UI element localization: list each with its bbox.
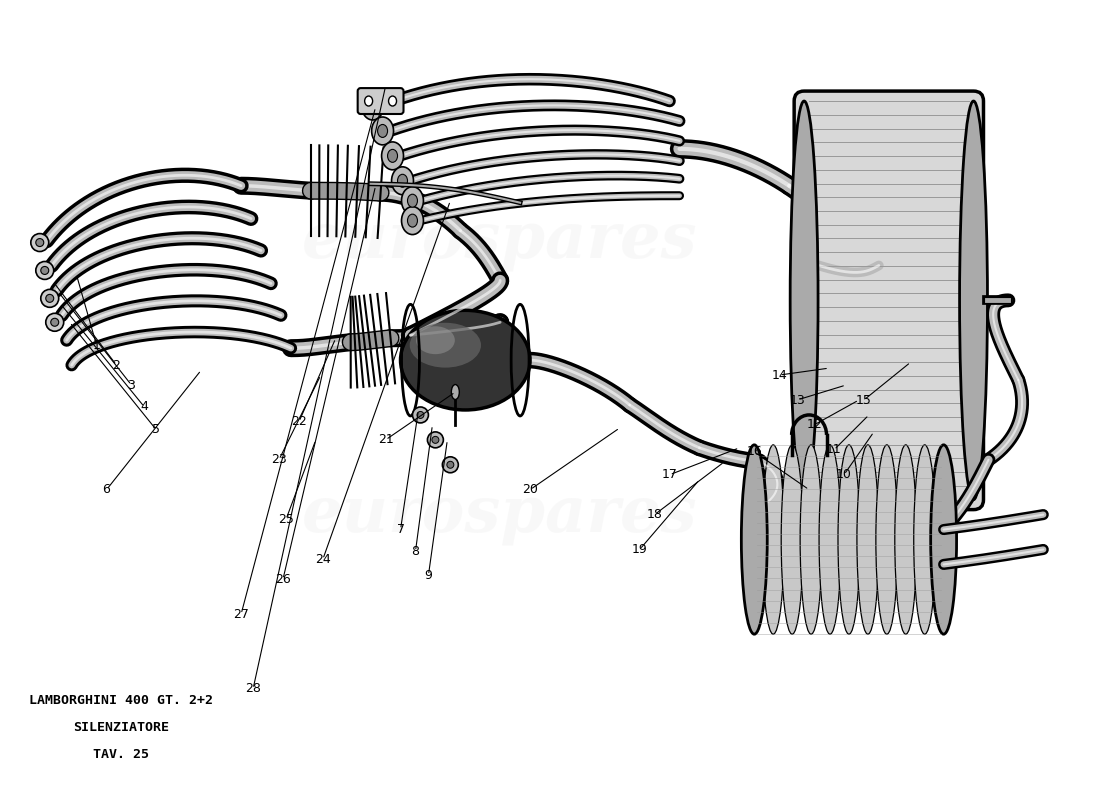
Text: 22: 22 <box>292 415 307 429</box>
Ellipse shape <box>367 99 377 113</box>
Ellipse shape <box>388 96 396 106</box>
Text: 8: 8 <box>411 545 419 558</box>
Text: 12: 12 <box>806 418 822 431</box>
Ellipse shape <box>416 326 454 354</box>
Text: 5: 5 <box>153 423 161 436</box>
Ellipse shape <box>894 445 916 634</box>
Text: 26: 26 <box>275 573 290 586</box>
Ellipse shape <box>857 445 879 634</box>
Ellipse shape <box>36 238 44 246</box>
Ellipse shape <box>447 462 454 468</box>
Text: 25: 25 <box>278 513 294 526</box>
Ellipse shape <box>412 407 428 423</box>
Ellipse shape <box>31 234 48 251</box>
Ellipse shape <box>362 92 384 120</box>
Text: 1: 1 <box>92 338 100 352</box>
Text: 2: 2 <box>112 358 120 372</box>
Ellipse shape <box>933 445 955 634</box>
Ellipse shape <box>781 445 803 634</box>
FancyBboxPatch shape <box>794 91 983 510</box>
Ellipse shape <box>428 432 443 448</box>
Ellipse shape <box>51 318 58 326</box>
Ellipse shape <box>800 445 822 634</box>
Text: 27: 27 <box>233 608 249 621</box>
Ellipse shape <box>46 294 54 302</box>
Text: eurospares: eurospares <box>302 484 698 546</box>
Text: 21: 21 <box>377 434 394 446</box>
Ellipse shape <box>402 206 424 234</box>
Ellipse shape <box>36 262 54 279</box>
Text: 16: 16 <box>747 446 762 458</box>
Ellipse shape <box>790 101 818 500</box>
Ellipse shape <box>959 101 988 500</box>
Ellipse shape <box>407 194 418 207</box>
Ellipse shape <box>400 310 530 410</box>
Ellipse shape <box>451 385 460 399</box>
Ellipse shape <box>377 125 387 138</box>
Ellipse shape <box>820 445 842 634</box>
Ellipse shape <box>409 322 481 368</box>
Ellipse shape <box>387 150 397 162</box>
Ellipse shape <box>744 445 766 634</box>
Text: 15: 15 <box>856 394 872 406</box>
Text: 11: 11 <box>826 443 842 456</box>
Text: 23: 23 <box>271 454 287 466</box>
Ellipse shape <box>838 445 860 634</box>
Ellipse shape <box>372 117 394 145</box>
Ellipse shape <box>402 186 424 214</box>
Ellipse shape <box>876 445 898 634</box>
Text: 9: 9 <box>425 569 432 582</box>
Ellipse shape <box>407 214 418 227</box>
Ellipse shape <box>432 436 439 443</box>
Text: SILENZIATORE: SILENZIATORE <box>74 721 169 734</box>
Text: eurospares: eurospares <box>302 210 698 271</box>
Text: TAV. 25: TAV. 25 <box>94 748 150 761</box>
Text: 13: 13 <box>790 394 805 406</box>
Ellipse shape <box>741 445 767 634</box>
Text: 4: 4 <box>141 401 149 414</box>
Text: 10: 10 <box>836 468 851 482</box>
Text: 14: 14 <box>771 369 788 382</box>
Text: 18: 18 <box>647 508 662 521</box>
Ellipse shape <box>442 457 459 473</box>
Text: 17: 17 <box>661 468 678 482</box>
Ellipse shape <box>41 266 48 274</box>
Ellipse shape <box>397 174 407 187</box>
Text: 3: 3 <box>128 378 135 391</box>
Text: 20: 20 <box>522 483 538 496</box>
Ellipse shape <box>46 314 64 331</box>
Ellipse shape <box>392 167 414 194</box>
Text: 7: 7 <box>396 523 405 536</box>
Ellipse shape <box>762 445 784 634</box>
Ellipse shape <box>364 96 373 106</box>
Ellipse shape <box>417 411 424 418</box>
Ellipse shape <box>931 445 957 634</box>
FancyBboxPatch shape <box>358 88 404 114</box>
Ellipse shape <box>914 445 936 634</box>
Text: 28: 28 <box>245 682 261 695</box>
Text: LAMBORGHINI 400 GT. 2+2: LAMBORGHINI 400 GT. 2+2 <box>30 694 213 707</box>
Ellipse shape <box>382 142 404 170</box>
Text: 24: 24 <box>315 553 331 566</box>
Text: 19: 19 <box>631 543 648 556</box>
Ellipse shape <box>41 290 58 307</box>
Text: 6: 6 <box>102 483 110 496</box>
